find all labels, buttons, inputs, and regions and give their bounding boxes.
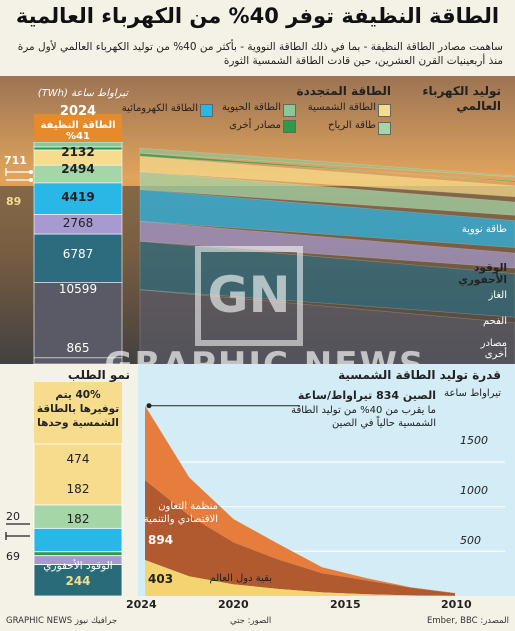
demand-segment-header [34,382,122,444]
area-band-gas [139,240,515,318]
demand-segment-hydro [33,527,123,553]
y-tick-1000: 1000 [460,484,488,497]
clean-share-label: الطاقة النظيفة 41% [40,120,116,142]
legend-label-hydro: الطاقة الكهرومائية [121,103,198,114]
china-callout-dot [146,403,152,409]
china-label: الصين 834 تيراواط/ساعة [297,389,436,402]
side-label-nuclear: طاقة نووية [461,224,507,235]
oecd-value: 894 [148,533,174,547]
value-solar: 2132 [61,145,95,159]
side-label-fossil: الوقود الأحفوري [458,262,507,286]
unit-label: تيراواط ساعة (TWh) [37,88,128,99]
callout-dot-bio [29,170,33,174]
callout-bio-value: 711 [4,154,27,167]
legend-swatch-bio [283,104,296,117]
area-band-nuclear [139,221,515,269]
rest-value: 403 [148,572,174,586]
demand-callout-line-nuclear [5,532,30,540]
rest-label: بقية دول العالم [209,573,272,584]
demand-callout-nuclear: 69 [6,550,20,563]
bar-header-box [34,114,122,142]
demand-note: 40% يتم توفيرها بالطاقة الشمسية وحدها [36,389,120,429]
demand-value-solar: 474 [66,452,90,466]
demand-fossil-value: 244 [65,574,91,588]
bar-segment-hydro [33,182,123,215]
demand-heading: نمو الطلب [67,368,130,382]
demand-segment-fossil [33,564,123,597]
callout-dot-other-renew [29,178,33,182]
callout-other-renew-value: 89 [6,195,22,208]
demand-segment-other_renew [33,551,123,557]
solar-area-rest [145,560,455,596]
year-label: 2024 [59,104,97,119]
legend-swatch-solar [378,104,391,117]
value-nuclear: 2768 [62,216,94,230]
solar-area-stack [145,403,455,596]
callout-bracket-bio [5,168,30,176]
generation-heading: توليد الكهرباء العالمي [422,84,501,113]
solar-area-oecd [145,480,455,596]
x-tick-2010: 2010 [441,598,472,611]
legend-label-other-renewables: مصادر أخرى [229,120,281,131]
x-tick-2024: 2024 [126,598,157,611]
area-band-other_renew [139,152,515,183]
value-gas: 6787 [62,247,94,261]
gn-logo-text: GN [207,266,291,324]
generation-panel: توليد الكهرباء العالمي تيراواط ساعة (TWh… [0,76,515,364]
area-band-solar [139,156,515,198]
footer-brand: GRAPHIC NEWS جرافيك نيوز [6,616,118,626]
solar-heading: قدرة توليد الطاقة الشمسية [338,368,501,382]
demand-value-wind: 182 [66,482,90,496]
bar-segment-gas [33,233,123,283]
area-band-wind [139,171,515,216]
value-wind: 2494 [61,162,95,176]
legend-swatch-other-renewables [283,120,296,133]
legend-swatch-wind [378,122,391,135]
bar-segment-coal [33,282,123,359]
demand-callout-other: 20 [6,510,20,523]
x-axis: 2024 2020 2015 2010 [0,596,515,614]
value-coal: 10599 [58,282,98,296]
page-subtitle: ساهمت مصادر الطاقة النظيفة - بما في ذلك … [17,41,503,67]
x-tick-2015: 2015 [330,598,361,611]
footer-photo: الصور: جتي [230,616,272,626]
legend-label-bio: الطاقة الحيوية [221,102,281,113]
legend-swatch-hydro [200,104,213,117]
side-label-other-fossil: مصادر أخرى [480,338,507,360]
area-band-bio [139,147,515,178]
side-label-gas: الغاز [488,290,507,301]
generation-bar-2024 [5,114,123,364]
legend-label-wind: طاقة الرياح [328,120,376,131]
value-other-fossil: 865 [66,341,90,355]
y-tick-1500: 1500 [460,434,488,447]
page-title: الطاقة النظيفة توفر 40% من الكهرباء العا… [15,4,500,28]
china-note: ما يقرب من 40% من توليد الطاقة الشمسية ح… [291,405,436,429]
bottom-charts [0,364,515,597]
bottom-panel: نمو الطلب 40% يتم توفيرها بالطاقة الشمسي… [0,364,515,597]
demand-bar [5,382,123,597]
renewable-heading: الطاقة المتجددة [296,84,391,98]
demand-value-hydro: 182 [66,512,90,526]
x-tick-2020: 2020 [218,598,249,611]
demand-fossil-label: الوقود الأحفوري [43,560,113,572]
oecd-label: منظمة التعاون الاقتصادي والتنمية [143,501,218,525]
legend-label-solar: الطاقة الشمسية [307,102,376,113]
side-label-coal: الفحم [483,316,507,327]
generation-chart [0,76,515,364]
value-hydro: 4419 [61,190,95,204]
area-band-hydro [139,189,515,248]
demand-segment-solar [33,443,123,506]
solar-unit-label: تيراواط ساعة [444,388,501,399]
footer-source: المصدر: Ember, BBC [427,616,509,626]
gn-logo-watermark: GN [195,246,303,346]
solar-area-china [145,405,455,594]
y-tick-500: 500 [460,534,481,547]
